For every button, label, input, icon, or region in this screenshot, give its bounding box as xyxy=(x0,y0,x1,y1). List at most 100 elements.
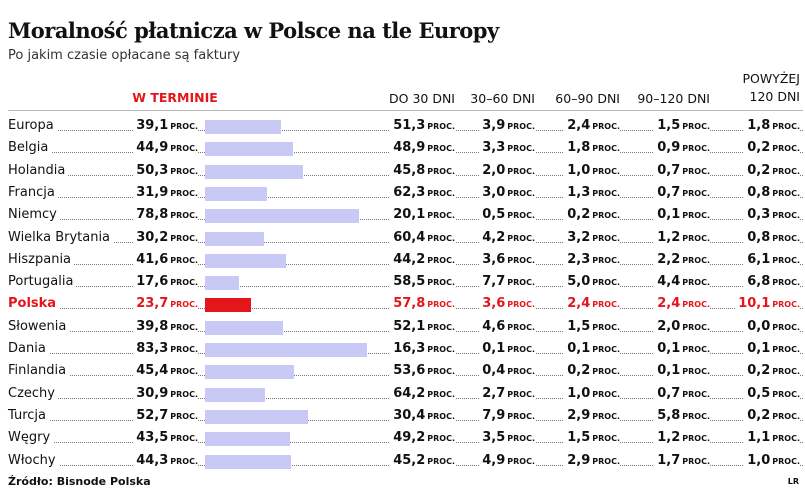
value-cell: 44,9 PROC. xyxy=(133,140,198,156)
unit-label: PROC. xyxy=(682,411,710,421)
unit-label: PROC. xyxy=(682,300,710,310)
value-label: 2,0 xyxy=(482,162,506,178)
value-label: 83,3 xyxy=(136,341,169,356)
category-label: Czechy xyxy=(8,385,58,401)
bar xyxy=(205,142,293,157)
unit-label: PROC. xyxy=(772,255,800,265)
credit: LR xyxy=(787,477,799,486)
value-cell: 1,0 PROC. xyxy=(564,162,620,178)
value-label: 2,9 xyxy=(567,407,591,423)
value-cell: 0,8 PROC. xyxy=(744,229,800,245)
value-cell: 49,2 PROC. xyxy=(390,430,455,446)
value-cell: 1,2 PROC. xyxy=(654,229,710,245)
value-cell: 3,6 PROC. xyxy=(479,251,535,267)
table-row: Słowenia 39,8 PROC. 52,1 PROC. 4,6 PROC. 1,5 PRO… xyxy=(8,317,803,339)
value-label: 16,3 xyxy=(393,341,426,356)
bar xyxy=(205,387,266,402)
column-header: POWYŻEJ 120 DNI xyxy=(742,71,800,104)
value-label: 23,7 xyxy=(136,296,169,312)
value-label: 1,5 xyxy=(567,430,591,446)
unit-label: PROC. xyxy=(772,367,800,377)
value-label: 3,0 xyxy=(482,184,506,200)
unit-label: PROC. xyxy=(170,255,198,265)
value-cell: 45,2 PROC. xyxy=(390,452,455,468)
value-label: 44,9 xyxy=(136,140,169,156)
value-label: 0,9 xyxy=(657,140,681,156)
unit-label: PROC. xyxy=(170,389,198,399)
unit-label: PROC. xyxy=(427,389,455,399)
value-label: 2,9 xyxy=(567,452,591,468)
unit-label: PROC. xyxy=(592,367,620,377)
unit-label: PROC. xyxy=(507,411,535,421)
unit-label: PROC. xyxy=(772,345,800,354)
unit-label: PROC. xyxy=(170,411,198,421)
value-cell: 3,2 PROC. xyxy=(564,229,620,245)
value-cell: 43,5 PROC. xyxy=(133,430,198,446)
value-label: 0,1 xyxy=(657,363,681,379)
value-cell: 1,7 PROC. xyxy=(654,452,710,468)
unit-label: PROC. xyxy=(427,300,455,310)
unit-label: PROC. xyxy=(427,122,455,131)
value-label: 7,7 xyxy=(482,274,506,290)
value-cell: 3,3 PROC. xyxy=(479,140,535,156)
value-label: 64,2 xyxy=(393,385,426,401)
value-cell: 64,2 PROC. xyxy=(390,385,455,401)
unit-label: PROC. xyxy=(592,345,620,354)
value-cell: 1,0 PROC. xyxy=(564,385,620,401)
unit-label: PROC. xyxy=(427,166,455,176)
value-cell: 10,1 PROC. xyxy=(735,296,800,312)
unit-label: PROC. xyxy=(592,255,620,265)
value-cell: 5,8 PROC. xyxy=(654,407,710,423)
value-label: 1,8 xyxy=(747,118,771,133)
value-cell: 83,3 PROC. xyxy=(133,341,198,356)
value-cell: 2,7 PROC. xyxy=(479,385,535,401)
unit-label: PROC. xyxy=(507,300,535,310)
value-cell: 0,9 PROC. xyxy=(654,140,710,156)
unit-label: PROC. xyxy=(427,411,455,421)
unit-label: PROC. xyxy=(507,166,535,176)
value-cell: 60,4 PROC. xyxy=(390,229,455,245)
value-label: 49,2 xyxy=(393,430,426,446)
unit-label: PROC. xyxy=(682,434,710,444)
unit-label: PROC. xyxy=(772,456,800,466)
value-cell: 0,2 PROC. xyxy=(744,162,800,178)
value-label: 0,1 xyxy=(657,207,681,223)
value-label: 0,5 xyxy=(482,207,506,223)
unit-label: PROC. xyxy=(592,278,620,288)
table-row: Europa 39,1 PROC. 51,3 PROC. 3,9 PROC. 2,4 PROC.… xyxy=(8,116,803,138)
value-label: 3,5 xyxy=(482,430,506,446)
value-cell: 2,4 PROC. xyxy=(564,118,620,133)
value-label: 0,7 xyxy=(657,385,681,401)
category-label: Hiszpania xyxy=(8,251,75,267)
bar xyxy=(205,276,240,291)
value-cell: 2,2 PROC. xyxy=(654,251,710,267)
value-cell: 1,2 PROC. xyxy=(654,430,710,446)
unit-label: PROC. xyxy=(592,434,620,444)
unit-label: PROC. xyxy=(772,300,800,310)
value-cell: 48,9 PROC. xyxy=(390,140,455,156)
table-row: Wielka Brytania 30,2 PROC. 60,4 PROC. 4,2 PROC… xyxy=(8,228,803,250)
value-label: 0,1 xyxy=(567,341,591,356)
value-label: 5,8 xyxy=(657,407,681,423)
value-label: 1,5 xyxy=(657,118,681,133)
value-cell: 0,7 PROC. xyxy=(654,385,710,401)
value-label: 3,3 xyxy=(482,140,506,156)
bar xyxy=(205,432,290,447)
value-label: 0,1 xyxy=(747,341,771,356)
table-row: Holandia 50,3 PROC. 45,8 PROC. 2,0 PROC. 1,0 PRO… xyxy=(8,161,803,183)
unit-label: PROC. xyxy=(427,211,455,221)
category-label: Węgry xyxy=(8,430,54,446)
unit-label: PROC. xyxy=(592,144,620,154)
value-cell: 2,0 PROC. xyxy=(654,318,710,334)
value-cell: 2,9 PROC. xyxy=(564,407,620,423)
value-label: 0,5 xyxy=(747,385,771,401)
value-label: 0,2 xyxy=(567,363,591,379)
value-label: 39,8 xyxy=(136,318,169,334)
value-cell: 23,7 PROC. xyxy=(133,296,198,312)
unit-label: PROC. xyxy=(682,122,710,131)
value-cell: 1,5 PROC. xyxy=(654,118,710,133)
table-row: Niemcy 78,8 PROC. 20,1 PROC. 0,5 PROC. 0,2 PROC.… xyxy=(8,205,803,227)
unit-label: PROC. xyxy=(507,345,535,354)
unit-label: PROC. xyxy=(682,367,710,377)
bar xyxy=(205,409,308,424)
